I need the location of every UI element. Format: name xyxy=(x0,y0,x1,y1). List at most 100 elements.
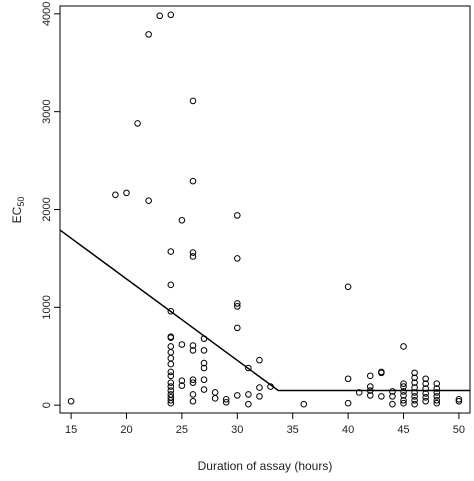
data-point xyxy=(400,399,407,407)
data-point xyxy=(222,396,230,403)
y-tick-label: 1000 xyxy=(41,295,53,319)
data-point xyxy=(422,385,429,392)
y-axis-title-subscript: 50 xyxy=(16,197,26,207)
data-point xyxy=(433,399,441,407)
data-point xyxy=(167,334,175,341)
data-point xyxy=(378,369,385,377)
y-tick-label: 0 xyxy=(41,402,53,408)
data-point xyxy=(411,396,418,404)
data-point xyxy=(178,377,186,385)
data-point xyxy=(233,303,241,310)
data-point xyxy=(422,375,429,383)
data-point xyxy=(211,395,219,402)
x-tick-label: 40 xyxy=(342,424,354,436)
x-tick-label: 20 xyxy=(120,424,132,436)
data-point xyxy=(156,12,164,20)
data-point xyxy=(200,359,208,367)
data-point xyxy=(200,386,208,393)
data-point xyxy=(167,360,175,368)
data-point xyxy=(366,383,374,390)
y-axis-title-main: EC xyxy=(10,206,24,223)
data-point xyxy=(245,364,252,372)
data-point xyxy=(233,324,241,332)
data-point xyxy=(189,397,197,405)
data-point xyxy=(189,253,197,260)
data-point xyxy=(300,400,308,408)
y-tick-label: 4000 xyxy=(41,2,53,26)
data-point xyxy=(134,120,141,127)
data-point xyxy=(245,400,252,408)
data-point xyxy=(233,392,241,399)
data-point xyxy=(245,391,252,398)
data-point xyxy=(422,380,429,387)
data-point xyxy=(400,392,407,399)
data-point xyxy=(455,397,463,405)
data-point xyxy=(167,387,175,394)
data-point xyxy=(411,374,418,382)
data-point xyxy=(422,394,429,401)
data-points xyxy=(67,11,463,408)
data-point xyxy=(433,380,441,387)
data-point xyxy=(167,354,175,362)
data-point xyxy=(167,372,175,380)
data-point xyxy=(411,369,418,377)
data-point xyxy=(167,281,175,289)
data-point xyxy=(189,347,197,354)
y-axis-title: EC50 xyxy=(10,197,26,224)
data-point xyxy=(167,396,175,404)
data-point xyxy=(433,385,441,392)
data-point xyxy=(178,216,186,224)
data-point xyxy=(400,396,407,404)
data-point xyxy=(344,283,352,291)
data-point xyxy=(167,248,175,255)
data-point xyxy=(189,376,197,384)
data-point xyxy=(256,356,263,364)
x-tick-label: 30 xyxy=(231,424,243,436)
y-tick-label: 3000 xyxy=(41,99,53,123)
data-point xyxy=(433,389,441,396)
data-point xyxy=(411,389,418,396)
data-point xyxy=(366,392,374,399)
data-point xyxy=(411,379,418,386)
data-point xyxy=(344,399,352,407)
data-point xyxy=(112,191,119,199)
x-tick-label: 15 xyxy=(65,424,77,436)
data-point xyxy=(178,382,186,389)
data-point xyxy=(455,396,463,403)
data-point xyxy=(256,384,263,391)
data-point xyxy=(389,393,396,400)
y-tick-label: 2000 xyxy=(41,197,53,221)
data-point xyxy=(167,349,175,356)
data-point xyxy=(167,11,175,19)
data-point xyxy=(145,31,152,38)
data-point xyxy=(344,375,352,383)
x-axis-title: Duration of assay (hours) xyxy=(198,459,333,473)
data-point xyxy=(167,307,175,315)
data-point xyxy=(378,393,385,400)
data-point xyxy=(389,400,396,408)
data-point xyxy=(167,399,175,407)
data-point xyxy=(400,388,407,395)
data-point xyxy=(389,388,396,395)
y-axis: 0 1000 2000 3000 4000 xyxy=(41,2,60,408)
data-point xyxy=(211,389,219,396)
data-point xyxy=(433,393,441,400)
data-point xyxy=(233,212,241,219)
data-point xyxy=(422,397,429,405)
data-point xyxy=(200,376,208,384)
data-point xyxy=(167,383,175,390)
data-point xyxy=(200,364,208,372)
data-point xyxy=(222,398,230,406)
fit-line xyxy=(59,229,470,392)
data-point xyxy=(123,189,130,197)
data-point xyxy=(400,383,407,390)
x-axis: 15 20 25 30 35 40 45 50 xyxy=(65,413,465,436)
data-point xyxy=(233,300,241,307)
data-point xyxy=(67,397,75,405)
data-point xyxy=(178,341,186,348)
data-point xyxy=(145,197,152,204)
data-point xyxy=(200,347,208,354)
data-point xyxy=(167,368,175,376)
data-point xyxy=(411,393,418,400)
